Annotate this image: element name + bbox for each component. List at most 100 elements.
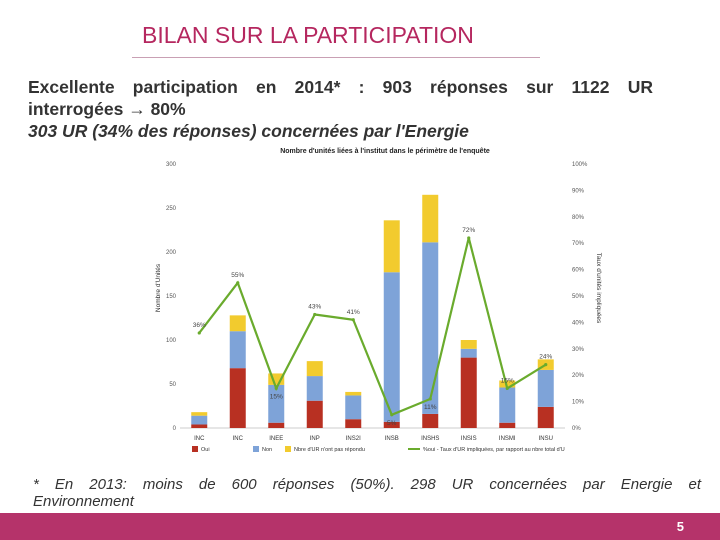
rate-data-label: 55% bbox=[231, 272, 244, 279]
page-number: 5 bbox=[676, 519, 684, 534]
legend-label: Non bbox=[262, 447, 272, 453]
bar-segment bbox=[422, 194, 439, 243]
rate-point bbox=[428, 397, 432, 401]
rate-point bbox=[351, 318, 355, 322]
bullet-list: Excellente participation en 2014* : 903 … bbox=[28, 76, 653, 142]
bar-segment bbox=[268, 422, 285, 428]
bullet-rate-label: interrogées bbox=[28, 99, 124, 119]
bar-segment bbox=[191, 415, 208, 425]
rate-point bbox=[313, 312, 317, 317]
legend-swatch bbox=[192, 446, 198, 452]
bar-segment bbox=[537, 369, 554, 407]
bar-segment bbox=[345, 391, 362, 396]
x-tick-label: INEE bbox=[269, 436, 283, 442]
bar-segment bbox=[383, 421, 400, 428]
x-tick-label: INSIS bbox=[461, 436, 477, 442]
rate-data-label: 11% bbox=[424, 404, 437, 411]
footnote-line-1: * En 2013: moins de 600 réponses (50%). … bbox=[33, 476, 701, 493]
bar-segment bbox=[460, 357, 477, 428]
bar-segment bbox=[499, 422, 516, 428]
bar-segment bbox=[383, 272, 400, 422]
legend-label: %oui - Taux d'UR impliquées, par rapport… bbox=[423, 447, 565, 453]
legend-swatch bbox=[285, 446, 291, 452]
x-tick-label: INP bbox=[310, 436, 320, 442]
x-tick-label: INSU bbox=[539, 436, 553, 442]
bar-segment bbox=[460, 340, 477, 349]
rate-point bbox=[467, 236, 471, 240]
bar-segment bbox=[422, 413, 439, 428]
y2-tick-label: 100% bbox=[572, 162, 588, 168]
rate-data-label: 41% bbox=[347, 309, 360, 316]
chart-title: Nombre d'unités liées à l'institut dans … bbox=[280, 148, 490, 155]
rate-data-label: 72% bbox=[462, 227, 475, 234]
y-tick-label: 150 bbox=[166, 294, 177, 300]
rate-line bbox=[198, 237, 547, 417]
bar-segment bbox=[229, 368, 246, 428]
y2-axis-label: Taux d'unités impliquées bbox=[595, 253, 602, 324]
title-underline bbox=[132, 57, 540, 58]
rate-data-label: 36% bbox=[193, 322, 206, 329]
footnote: * En 2013: moins de 600 réponses (50%). … bbox=[33, 476, 701, 510]
rate-data-label: 24% bbox=[539, 354, 552, 361]
footer-bar: 5 bbox=[0, 513, 720, 540]
slide-title: BILAN SUR LA PARTICIPATION bbox=[142, 22, 474, 48]
y-tick-label: 200 bbox=[166, 250, 177, 256]
bar-segment bbox=[268, 384, 285, 423]
bullet-rate-value: 80% bbox=[150, 99, 186, 119]
bar-segment bbox=[229, 331, 246, 369]
y-tick-label: 100 bbox=[166, 338, 177, 344]
rate-point bbox=[544, 363, 548, 367]
y2-tick-label: 40% bbox=[572, 320, 585, 326]
footnote-line-2: Environnement bbox=[33, 493, 134, 510]
legend-label: Nbre d'UR n'ont pas répondu bbox=[294, 447, 365, 453]
bar-segment bbox=[229, 315, 246, 332]
bar-segment bbox=[345, 395, 362, 420]
rate-data-label: 15% bbox=[270, 393, 283, 400]
bar-segment bbox=[306, 400, 323, 428]
y2-tick-label: 70% bbox=[572, 241, 585, 247]
y-tick-label: 300 bbox=[166, 162, 177, 168]
y2-tick-label: 80% bbox=[572, 215, 585, 221]
bullet-rate: interrogées → 80% bbox=[28, 98, 653, 120]
y-tick-label: 50 bbox=[169, 382, 176, 388]
x-tick-label: INS2I bbox=[346, 436, 361, 442]
y2-tick-label: 10% bbox=[572, 400, 585, 406]
x-tick-label: INSB bbox=[385, 436, 399, 442]
y2-tick-label: 0% bbox=[572, 426, 581, 432]
rate-point bbox=[197, 331, 201, 335]
y2-tick-label: 60% bbox=[572, 268, 585, 274]
y2-tick-label: 30% bbox=[572, 347, 585, 353]
bar-segment bbox=[460, 348, 477, 358]
x-tick-label: INSHS bbox=[421, 436, 439, 442]
bar-segment bbox=[306, 361, 323, 377]
rate-point bbox=[236, 281, 240, 285]
bar-segment bbox=[306, 376, 323, 401]
rate-data-label: 5% bbox=[387, 420, 397, 427]
y-tick-label: 250 bbox=[166, 206, 177, 212]
bar-segment bbox=[537, 406, 554, 428]
rate-data-label: 15% bbox=[501, 377, 514, 384]
y-axis-label: Nombre d'Unités bbox=[155, 263, 162, 312]
bullet-participation: Excellente participation en 2014* : 903 … bbox=[28, 77, 653, 97]
y2-tick-label: 90% bbox=[572, 188, 585, 194]
bar-segment bbox=[345, 419, 362, 428]
chart-container: Nombre d'unités liées à l'institut dans … bbox=[150, 141, 620, 460]
bar-segment bbox=[383, 220, 400, 273]
x-tick-label: INC bbox=[233, 436, 244, 442]
bar-segment bbox=[191, 424, 208, 428]
bar-segment bbox=[191, 412, 208, 416]
arrow-icon: → bbox=[128, 99, 146, 119]
legend-label: Oui bbox=[201, 447, 210, 453]
y-tick-label: 0 bbox=[173, 426, 177, 432]
bar-segment bbox=[422, 242, 439, 414]
participation-chart: Nombre d'unités liées à l'institut dans … bbox=[155, 148, 602, 453]
bullet-energy: 303 UR (34% des réponses) concernées par… bbox=[28, 121, 469, 141]
bar-segment bbox=[499, 387, 516, 423]
rate-point bbox=[390, 413, 394, 417]
rate-point bbox=[274, 386, 278, 390]
rate-data-label: 43% bbox=[308, 303, 321, 310]
rate-point bbox=[505, 386, 509, 390]
legend-swatch bbox=[253, 446, 259, 452]
x-tick-label: INSMI bbox=[499, 436, 516, 442]
y2-tick-label: 50% bbox=[572, 294, 585, 300]
